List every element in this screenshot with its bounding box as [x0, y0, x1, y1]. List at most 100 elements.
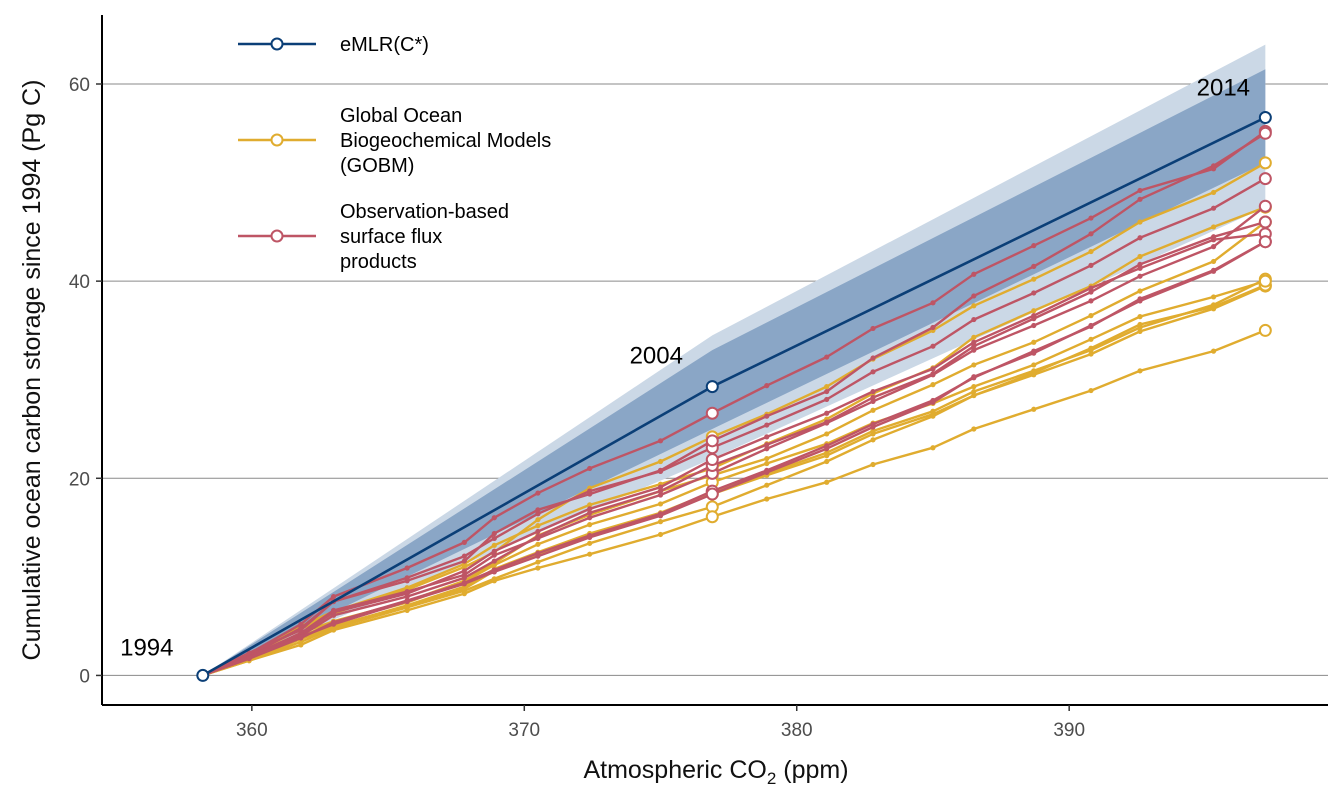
obs-series-8-point: [404, 578, 410, 584]
legend-label-gobm: Global Ocean Biogeochemical Models (GOBM): [340, 105, 551, 177]
obs-series-4-point: [657, 488, 664, 494]
legend-label-line: Global Ocean: [340, 105, 462, 127]
obs-series-4-point: [1088, 289, 1094, 295]
gobm-series-8-point: [1210, 348, 1217, 354]
gobm-series-8-marker-open: [1258, 323, 1272, 337]
obs-series-4-point: [491, 558, 497, 564]
gobm-series-1-point: [535, 523, 541, 529]
obs-series-4-point: [535, 533, 541, 540]
obs-series-group: [202, 124, 1272, 677]
x-tick-label: 360: [236, 720, 268, 741]
obs-series-3-point: [1210, 244, 1217, 250]
gobm-series-7-point: [971, 384, 977, 390]
gobm-series-5-point: [971, 388, 977, 395]
gobm-series-4-point: [1137, 328, 1143, 335]
emlr-marker: [1258, 111, 1272, 125]
obs-series-2-point: [1088, 262, 1094, 268]
legend-label-line: (GOBM): [340, 155, 414, 177]
gobm-series-8-point: [971, 426, 977, 432]
gobm-series-2-point: [824, 384, 830, 390]
obs-series-5: [202, 227, 1272, 677]
gobm-series-2-point: [1137, 219, 1143, 225]
obs-series-8-point: [1210, 163, 1217, 169]
obs-series-8-point: [1137, 196, 1143, 202]
obs-series-3-point: [1031, 322, 1037, 329]
gobm-series-3-point: [1031, 339, 1037, 345]
obs-series-1-point: [491, 515, 497, 521]
obs-series-8-point: [870, 355, 876, 361]
obs-series-7-point: [246, 655, 252, 661]
gobm-series-6-point: [587, 540, 593, 546]
legend-marker-emlr: [270, 37, 284, 51]
emlr-marker: [705, 380, 719, 394]
gobm-series-6-point: [824, 458, 830, 465]
obs-series-3-point: [1137, 273, 1143, 279]
obs-series-1-point: [298, 621, 304, 627]
obs-series-1-point: [870, 325, 876, 332]
obs-series-8-point: [587, 491, 593, 497]
gobm-series-5-point: [824, 450, 830, 456]
gobm-series-3-point: [870, 407, 876, 413]
y-tick-label: 0: [79, 666, 90, 687]
obs-series-5-point: [491, 548, 497, 554]
gobm-series-6-point: [1137, 321, 1143, 328]
obs-series-7-point: [491, 569, 497, 575]
obs-series-2-point: [824, 396, 830, 403]
obs-series-3-point: [587, 515, 593, 521]
x-axis-title-subscript: 2: [767, 769, 776, 788]
x-axis-title: Atmospheric CO2 (ppm): [583, 756, 848, 788]
obs-series-5-point: [824, 410, 830, 416]
legend-label-line: products: [340, 251, 417, 273]
gobm-series-8-point: [930, 445, 936, 451]
gobm-series-2-point: [971, 303, 977, 309]
obs-series-2-point: [870, 369, 876, 375]
obs-series-5-point: [535, 528, 541, 535]
obs-series-7-point: [1088, 322, 1094, 329]
obs-series-2-point: [461, 553, 467, 559]
obs-series-1-point: [404, 565, 410, 571]
obs-series-4-point: [764, 442, 770, 448]
obs-series-2-point: [1031, 290, 1037, 296]
legend-item-obs: Observation-based surface flux products: [238, 201, 509, 273]
obs-series-5-point: [1088, 285, 1094, 291]
gobm-series-2-point: [1088, 248, 1094, 255]
obs-series-4-point: [461, 575, 467, 581]
gobm-series-6-point: [930, 413, 936, 419]
x-axis-title-end: (ppm): [776, 756, 848, 784]
obs-series-7-point: [535, 553, 541, 559]
obs-series-8-point: [1031, 263, 1037, 269]
gobm-series-6-point: [870, 437, 876, 443]
gobm-series-2-point: [657, 458, 664, 465]
gobm-series-5-point: [870, 428, 876, 434]
x-tick-label: 370: [508, 720, 540, 741]
gobm-series-1-point: [971, 334, 977, 340]
year-labels: 1994 2004 2014: [120, 75, 1250, 662]
gobm-series-8-point: [824, 479, 830, 485]
x-tick-label: 390: [1053, 720, 1085, 741]
obs-series-8-point: [491, 530, 497, 537]
obs-series-5-point: [1210, 237, 1217, 243]
gobm-series-6-point: [971, 392, 977, 399]
obs-series-7-point: [930, 399, 936, 405]
gobm-series-2-point: [1031, 276, 1037, 282]
obs-series-7-point: [824, 446, 830, 452]
gobm-series-2-point: [1210, 189, 1217, 196]
obs-series-4-point: [870, 394, 876, 401]
gobm-series-1-point: [587, 502, 593, 508]
x-axis-title-main: Atmospheric CO: [583, 756, 766, 784]
obs-series-2-point: [930, 343, 936, 349]
gobm-series-8-marker-open: [705, 510, 719, 524]
obs-series-7-point: [330, 621, 337, 627]
gobm-series-7-point: [1031, 362, 1037, 368]
gobm-series-3-point: [1210, 258, 1217, 265]
legend-item-emlr: eMLR(C*): [238, 34, 429, 56]
obs-series-8-point: [298, 627, 304, 633]
gobm-series-6-point: [1210, 304, 1217, 310]
emlr-series-group: [196, 111, 1272, 682]
obs-series-5-point: [870, 388, 876, 395]
obs-series-4-point: [1137, 261, 1143, 267]
obs-series-8-point: [461, 558, 467, 564]
obs-series-1-point: [764, 383, 770, 389]
gobm-series-1-point: [1210, 224, 1217, 230]
legend-label-emlr: eMLR(C*): [340, 34, 429, 56]
